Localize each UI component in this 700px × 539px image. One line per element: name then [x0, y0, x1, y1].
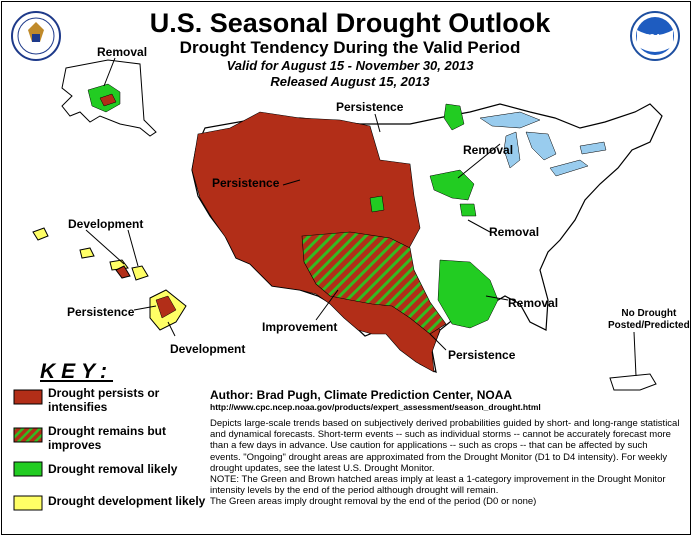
key-swatch-persist	[13, 389, 43, 405]
key-swatch-development	[13, 495, 43, 511]
description-paragraph-1: Depicts large-scale trends based on subj…	[210, 418, 680, 474]
key-title: KEY:	[40, 360, 114, 383]
label-removal-northeast: Removal	[463, 143, 514, 157]
label-removal-alaska: Removal	[97, 45, 148, 59]
key-label-persist: Drought persists or intensifies	[48, 386, 160, 414]
commerce-seal-icon	[11, 11, 61, 61]
mid-removal-region	[459, 203, 477, 217]
description-paragraph-2: NOTE: The Green and Brown hatched areas …	[210, 474, 666, 497]
key-swatch-removal	[13, 461, 43, 477]
noaa-logo-text: NOAA	[643, 33, 667, 42]
label-persistence-hawaii: Persistence	[67, 305, 135, 319]
label-removal-southeast: Removal	[508, 296, 559, 310]
key-label-development: Drought development likely	[48, 494, 206, 508]
key-item-persist: Drought persists or intensifies	[14, 386, 208, 414]
source-url[interactable]: http://www.cpc.ncep.noaa.gov/products/ex…	[210, 402, 541, 412]
label-persistence-north: Persistence	[336, 100, 404, 114]
alaska	[61, 57, 157, 137]
page-subtitle: Drought Tendency During the Valid Period	[179, 38, 521, 57]
alaska-persist-region	[99, 93, 117, 107]
key-item-removal: Drought removal likely	[14, 462, 208, 478]
key-item-improve: Drought remains but improves	[14, 424, 208, 452]
north-small-removal-region	[369, 195, 385, 213]
page-title: U.S. Seasonal Drought Outlook	[149, 8, 551, 38]
key-label-removal: Drought removal likely	[48, 462, 178, 476]
ne-removal-region	[443, 103, 465, 131]
description-paragraph-3: The Green areas imply drought removal by…	[210, 496, 537, 508]
label-no-drought: No Drought Posted/Predicted	[608, 308, 690, 331]
description-text: Depicts large-scale trends based on subj…	[210, 418, 680, 508]
plains-removal-region	[429, 169, 475, 201]
key-swatch-improve	[13, 427, 43, 443]
label-improvement: Improvement	[262, 320, 338, 334]
noaa-logo-icon: NOAA	[630, 11, 680, 61]
author-credit: Author: Brad Pugh, Climate Prediction Ce…	[210, 388, 513, 402]
key-item-development: Drought development likely	[14, 494, 208, 510]
great-lakes	[479, 111, 607, 177]
improvement-region	[301, 231, 447, 335]
label-persistence-texas: Persistence	[448, 348, 516, 362]
label-removal-east: Removal	[489, 225, 540, 239]
key-label-improve: Drought remains but improves	[48, 424, 167, 452]
south-removal-region	[437, 259, 499, 329]
label-development-hawaii-2: Development	[170, 342, 246, 356]
hawaii	[32, 227, 187, 337]
release-date: Released August 15, 2013	[270, 74, 430, 89]
label-development-hawaii: Development	[68, 217, 144, 231]
label-persistence-west: Persistence	[212, 176, 280, 190]
puerto-rico	[609, 373, 657, 391]
valid-period: Valid for August 15 - November 30, 2013	[226, 58, 474, 73]
